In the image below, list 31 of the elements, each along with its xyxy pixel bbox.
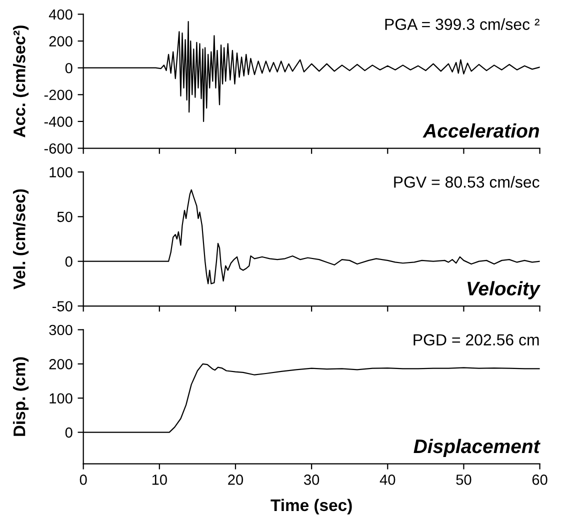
x-tick-label: 60 bbox=[532, 474, 548, 485]
x-tick-label: 20 bbox=[228, 474, 244, 485]
y-tick-label: 200 bbox=[49, 36, 72, 46]
x-tick-label: 40 bbox=[380, 474, 396, 485]
y-tick-label: 0 bbox=[65, 62, 72, 74]
y-tick-label: -50 bbox=[52, 301, 72, 312]
y-tick-label: -600 bbox=[44, 143, 72, 154]
x-axis-title: Time (sec) bbox=[270, 498, 352, 514]
y-axis-title: Disp. (cm) bbox=[13, 357, 29, 436]
annotation: PGA = 399.3 cm/sec ² bbox=[385, 18, 540, 30]
y-tick-label: 100 bbox=[50, 393, 72, 404]
annotation: Displacement bbox=[414, 438, 540, 458]
annotation: PGV = 80.53 cm/sec bbox=[394, 176, 540, 188]
y-axis-title: Acc. (cm/sec²) bbox=[13, 26, 29, 138]
annotation: Velocity bbox=[468, 281, 541, 300]
y-tick-label: 200 bbox=[49, 359, 72, 370]
y-tick-label: -200 bbox=[44, 90, 72, 100]
annotation: PGD = 202.56 cm bbox=[414, 334, 539, 346]
y-tick-label: 0 bbox=[65, 427, 72, 438]
x-tick-label: 50 bbox=[456, 474, 472, 485]
y-tick-label: 300 bbox=[49, 324, 72, 336]
y-tick-label: 0 bbox=[65, 256, 72, 267]
annotation: Acceleration bbox=[422, 123, 539, 138]
y-axis-title: Vel. (cm/sec) bbox=[13, 189, 29, 290]
x-tick-label: 0 bbox=[80, 474, 87, 485]
x-tick-label: 30 bbox=[304, 474, 320, 485]
y-tick-label: -400 bbox=[44, 116, 72, 127]
y-tick-label: 400 bbox=[48, 9, 72, 20]
x-tick-label: 10 bbox=[152, 474, 167, 485]
y-tick-label: 50 bbox=[57, 212, 72, 222]
y-tick-label: 100 bbox=[50, 167, 72, 178]
